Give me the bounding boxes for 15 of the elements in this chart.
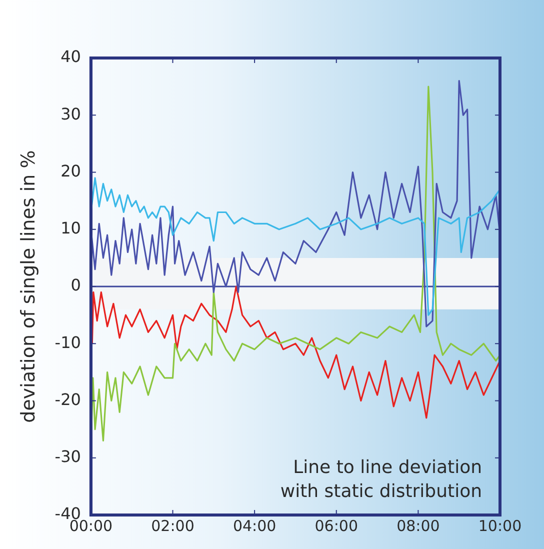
x-tick-label: 06:00 (314, 516, 358, 535)
x-tick-label: 10:00 (478, 516, 522, 535)
y-tick-label: 20 (60, 161, 81, 180)
annotation: Line to line deviation with static distribution (280, 457, 482, 502)
x-tick-label: 04:00 (232, 516, 276, 535)
y-tick-label: 40 (60, 47, 81, 66)
y-tick-label: -20 (54, 390, 81, 409)
y-tick-label: 0 (70, 276, 81, 295)
y-tick-label: -10 (54, 332, 81, 352)
x-tick-label: 02:00 (151, 516, 194, 535)
y-tick-label: -30 (54, 447, 81, 466)
y-axis-title: deviation of single lines in % (17, 150, 40, 423)
y-tick-label: 30 (60, 104, 81, 124)
y-tick-label: 10 (60, 218, 81, 238)
x-tick-label: 08:00 (396, 516, 440, 535)
